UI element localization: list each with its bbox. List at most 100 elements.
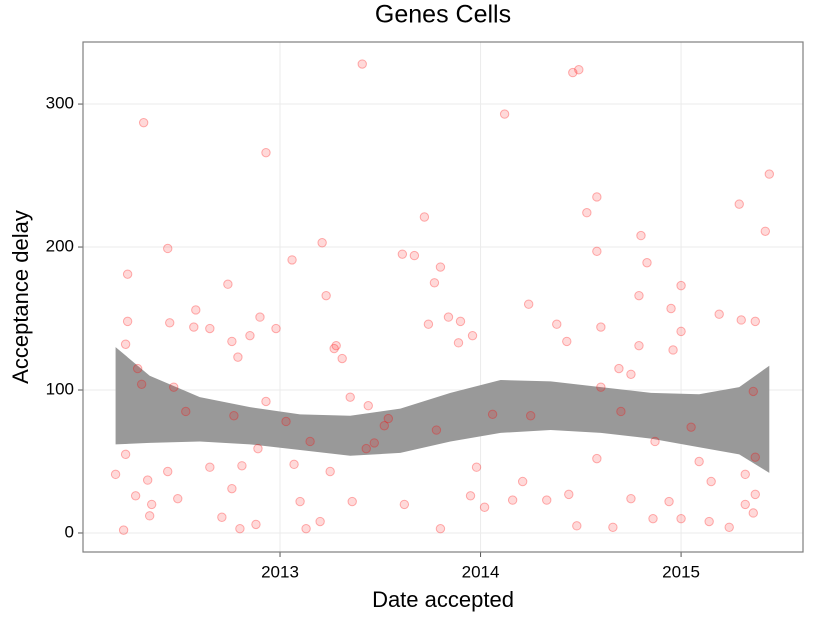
point xyxy=(740,469,750,480)
point xyxy=(110,469,121,480)
point xyxy=(568,67,578,78)
point xyxy=(650,436,660,447)
point xyxy=(227,336,237,347)
point xyxy=(582,208,592,218)
point xyxy=(118,525,129,535)
point xyxy=(146,499,157,510)
point xyxy=(525,411,536,421)
point xyxy=(379,421,389,431)
point xyxy=(750,489,760,500)
point xyxy=(235,523,245,534)
point xyxy=(552,319,562,329)
point xyxy=(217,512,227,522)
point xyxy=(592,246,602,257)
point xyxy=(122,269,133,279)
point xyxy=(233,352,243,362)
point xyxy=(471,462,482,472)
point xyxy=(205,323,215,334)
point xyxy=(271,323,281,334)
point xyxy=(564,489,574,500)
point xyxy=(130,491,141,501)
point xyxy=(636,230,646,241)
point xyxy=(760,226,771,237)
point xyxy=(163,243,173,254)
point xyxy=(453,338,464,348)
point xyxy=(305,436,315,447)
point xyxy=(596,382,606,392)
point xyxy=(748,386,758,397)
point xyxy=(542,495,552,505)
y-tick-label: 0 xyxy=(65,522,74,541)
point xyxy=(301,523,311,534)
point xyxy=(419,212,430,222)
y-tick-label: 100 xyxy=(46,379,74,398)
point xyxy=(347,496,357,507)
point xyxy=(523,299,534,309)
point xyxy=(664,496,674,507)
point xyxy=(173,493,183,504)
point xyxy=(361,443,371,454)
point xyxy=(686,422,696,432)
point xyxy=(345,392,355,402)
point xyxy=(592,453,602,464)
point xyxy=(574,65,584,75)
point xyxy=(562,336,572,347)
point xyxy=(443,312,454,322)
point xyxy=(608,522,618,532)
point xyxy=(429,278,440,288)
point xyxy=(750,452,760,462)
point xyxy=(337,353,347,364)
point xyxy=(435,262,446,272)
point xyxy=(764,169,775,179)
point xyxy=(465,491,476,501)
point xyxy=(357,59,367,69)
point xyxy=(205,462,215,472)
x-tick-label: 2014 xyxy=(462,562,500,581)
point xyxy=(487,409,498,420)
point xyxy=(317,238,327,248)
point xyxy=(676,280,686,291)
point xyxy=(169,382,179,392)
point xyxy=(295,496,305,507)
point xyxy=(626,493,636,504)
point xyxy=(740,499,750,510)
point xyxy=(189,322,199,332)
x-tick-label: 2013 xyxy=(261,562,299,581)
point xyxy=(120,339,131,349)
point xyxy=(181,406,191,417)
x-axis-title: Date accepted xyxy=(372,587,514,612)
point xyxy=(191,305,201,315)
y-tick-label: 200 xyxy=(46,237,74,256)
point xyxy=(626,369,636,379)
point xyxy=(517,476,528,487)
panel-border xyxy=(82,41,804,553)
point xyxy=(261,396,271,407)
point xyxy=(467,330,478,341)
point xyxy=(596,322,606,332)
point xyxy=(572,521,582,531)
point xyxy=(736,315,746,325)
point xyxy=(289,459,299,470)
point xyxy=(592,192,602,202)
point xyxy=(479,502,490,512)
point xyxy=(499,109,510,119)
point xyxy=(507,495,518,505)
confidence-band xyxy=(115,347,770,473)
point xyxy=(750,316,760,327)
point xyxy=(329,343,339,354)
y-axis-title: Acceptance delay xyxy=(8,210,33,384)
point xyxy=(706,476,716,487)
point xyxy=(142,475,153,485)
point xyxy=(714,309,724,319)
point xyxy=(642,258,652,268)
point xyxy=(676,326,686,337)
panel xyxy=(83,42,803,552)
point xyxy=(165,318,175,328)
point xyxy=(369,438,379,448)
point xyxy=(668,345,678,355)
point xyxy=(648,513,658,524)
point xyxy=(144,511,155,521)
point xyxy=(229,411,239,421)
point xyxy=(253,443,263,454)
point xyxy=(223,279,233,289)
